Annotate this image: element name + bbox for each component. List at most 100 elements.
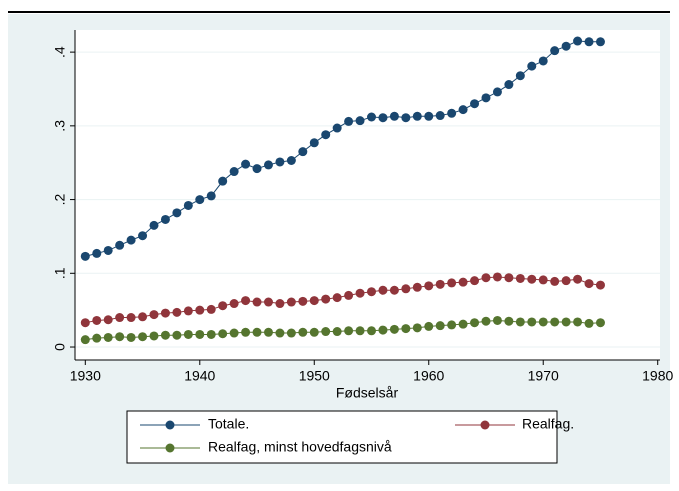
data-point [412, 111, 422, 121]
data-point [286, 297, 296, 307]
data-point [195, 329, 205, 339]
y-tick-label: .2 [52, 194, 68, 206]
data-point [126, 313, 136, 323]
x-tick-label: 1960 [413, 368, 444, 384]
data-point [470, 318, 480, 328]
data-point [561, 41, 571, 51]
data-point [309, 138, 319, 148]
data-point [138, 332, 148, 342]
data-point [595, 318, 605, 328]
data-point [367, 326, 377, 336]
data-point [492, 87, 502, 97]
data-point [241, 159, 251, 169]
data-point [492, 272, 502, 282]
data-point [412, 323, 422, 333]
data-point [92, 333, 102, 343]
data-point [538, 317, 548, 327]
data-point [447, 108, 457, 118]
data-point [172, 307, 182, 317]
data-point [458, 277, 468, 287]
data-point [309, 327, 319, 337]
legend-label: Realfag. [522, 416, 574, 432]
data-point [355, 116, 365, 126]
data-point [229, 328, 239, 338]
data-point [160, 214, 170, 224]
data-point [286, 328, 296, 338]
data-point [355, 288, 365, 298]
data-point [504, 273, 514, 283]
data-point [595, 280, 605, 290]
data-point [298, 327, 308, 337]
data-point [126, 235, 136, 245]
data-point [332, 327, 342, 337]
data-point [138, 231, 148, 241]
data-point [447, 278, 457, 288]
data-point [584, 318, 594, 328]
data-point [424, 281, 434, 291]
legend-label: Totale. [208, 416, 249, 432]
legend-key-marker [480, 420, 490, 430]
data-point [172, 330, 182, 340]
data-point [183, 329, 193, 339]
data-point [149, 331, 159, 341]
data-point [470, 99, 480, 109]
series-line [85, 319, 601, 341]
series-line [85, 40, 601, 257]
data-point [435, 279, 445, 289]
data-point [195, 195, 205, 205]
data-point [229, 299, 239, 309]
data-point [481, 93, 491, 103]
data-point [504, 316, 514, 326]
data-point [527, 61, 537, 71]
data-point [401, 284, 411, 294]
data-point [378, 325, 388, 335]
data-point [573, 36, 583, 46]
x-axis-title: Fødselsår [336, 385, 399, 401]
data-point [286, 155, 296, 165]
data-point [252, 164, 262, 174]
data-point [573, 317, 583, 327]
data-point [275, 157, 285, 167]
data-point [561, 317, 571, 327]
data-point [573, 274, 583, 284]
data-point [206, 191, 216, 201]
y-tick-label: .4 [52, 46, 68, 58]
data-point [252, 327, 262, 337]
data-point [149, 310, 159, 320]
data-point [550, 317, 560, 327]
data-point [378, 113, 388, 123]
data-point [80, 335, 90, 345]
data-point [389, 111, 399, 121]
data-point [504, 80, 514, 90]
data-point [424, 111, 434, 121]
data-point [206, 329, 216, 339]
data-point [195, 305, 205, 315]
data-point [492, 315, 502, 325]
data-point [561, 276, 571, 286]
data-point [298, 147, 308, 157]
data-point [115, 332, 125, 342]
data-point [389, 324, 399, 334]
x-tick-label: 1980 [642, 368, 673, 384]
data-point [332, 293, 342, 303]
data-point [263, 160, 273, 170]
data-point [584, 279, 594, 289]
data-point [263, 327, 273, 337]
data-point [538, 56, 548, 66]
data-point [275, 328, 285, 338]
data-point [321, 130, 331, 140]
data-point [275, 299, 285, 309]
x-tick-label: 1950 [299, 368, 330, 384]
data-point [263, 297, 273, 307]
data-point [115, 313, 125, 323]
data-point [160, 308, 170, 318]
data-point [538, 275, 548, 285]
y-tick-label: 0 [52, 343, 68, 351]
data-point [92, 248, 102, 258]
y-tick-label: .3 [52, 120, 68, 132]
data-point [595, 37, 605, 47]
data-point [355, 326, 365, 336]
data-point [126, 332, 136, 342]
data-point [229, 167, 239, 177]
data-point [309, 296, 319, 306]
